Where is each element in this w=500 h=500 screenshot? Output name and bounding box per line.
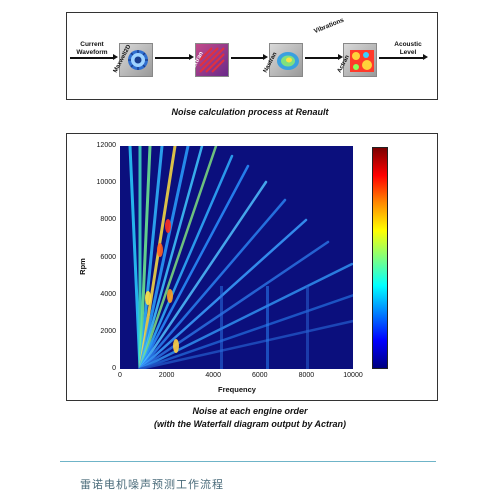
arrow-input — [70, 54, 118, 60]
hot-spot — [145, 291, 151, 305]
y-tick-label: 8000 — [100, 216, 116, 224]
module-maxwell2d: Maxwell2D — [113, 43, 153, 77]
hot-spot — [165, 219, 171, 233]
engine-order-line — [138, 164, 250, 369]
engine-order-line — [138, 146, 218, 369]
engine-order-line — [138, 240, 330, 369]
x-tick-label: 8000 — [298, 372, 315, 379]
chart-caption-line2: (with the Waterfall diagram output by Ac… — [153, 419, 346, 429]
engine-order-line — [138, 180, 268, 369]
y-axis-title: Rpm — [77, 258, 87, 275]
hot-spot — [167, 289, 173, 303]
divider — [60, 461, 436, 462]
input-label: Current Waveform — [76, 41, 108, 56]
resonance-band — [306, 286, 309, 369]
arrow-3 — [305, 54, 343, 60]
module-nastran: Nastran — [263, 43, 303, 77]
engine-order-line — [138, 146, 152, 369]
arrow-1 — [155, 54, 194, 60]
engine-order-line — [138, 198, 287, 369]
hot-spot — [173, 339, 179, 353]
y-tick-label: 2000 — [100, 327, 116, 335]
y-tick-label: 10000 — [96, 179, 116, 187]
x-tick-label: 0 — [118, 372, 122, 379]
engine-order-line — [138, 319, 353, 369]
chart-caption-line1: Noise at each engine order — [192, 406, 308, 416]
y-tick-label: 12000 — [96, 142, 116, 149]
engine-order-line — [138, 146, 204, 369]
module-maxtran: Maxtran — [189, 43, 229, 77]
footer-caption: 雷诺电机噪声预测工作流程 — [80, 478, 224, 491]
engine-order-line — [138, 294, 353, 369]
process-caption: Noise calculation process at Renault — [171, 107, 329, 117]
waterfall-plot — [120, 146, 353, 369]
engine-order-line — [138, 154, 234, 369]
acoustic-field-icon — [350, 50, 374, 72]
module-actran: Actran — [337, 43, 377, 77]
hot-spot — [157, 243, 163, 257]
waterfall-heatmap — [128, 146, 353, 369]
colorbar — [372, 147, 388, 369]
y-tick-label: 4000 — [100, 290, 116, 298]
resonance-band — [220, 286, 223, 369]
arrow-2 — [231, 54, 268, 60]
x-tick-label: 2000 — [158, 372, 175, 379]
x-tick-label: 4000 — [205, 372, 221, 379]
engine-order-line — [138, 146, 177, 369]
electromagnetic-force-icon — [199, 47, 225, 73]
y-tick-label: 0 — [112, 365, 116, 372]
x-tick-label: 6000 — [252, 372, 268, 379]
engine-order-line — [128, 146, 142, 369]
x-tick-label: 10000 — [343, 372, 363, 379]
vibration-mesh-icon — [277, 52, 299, 70]
motor-cross-section-icon — [128, 50, 148, 70]
engine-order-line — [138, 146, 190, 369]
resonance-band — [266, 286, 269, 369]
arrow-output — [379, 54, 428, 60]
output-label: Acoustic Level — [394, 41, 422, 56]
engine-order-line — [138, 146, 164, 369]
x-axis-title: Frequency — [218, 385, 256, 394]
engine-order-line — [138, 262, 353, 369]
y-tick-label: 6000 — [100, 253, 116, 261]
